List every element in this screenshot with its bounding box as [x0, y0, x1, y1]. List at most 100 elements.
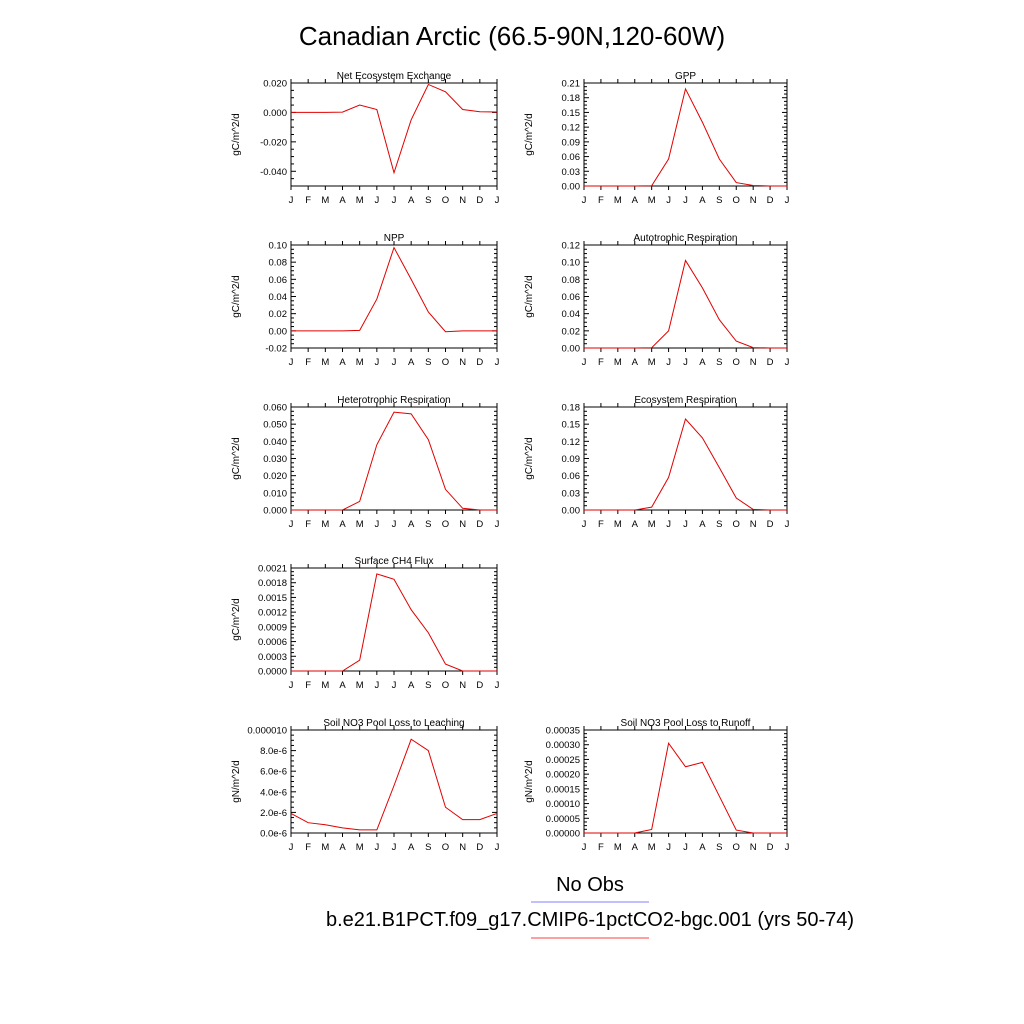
y-tick-label-soil-no3-pool-loss-to-leaching: 4.0e-6 [260, 787, 287, 798]
y-axis-label-net-ecosystem-exchange: gC/m^2/d [231, 113, 242, 156]
series-line-heterotrophic-respiration [291, 411, 497, 511]
x-tick-label-soil-no3-pool-loss-to-leaching: F [305, 842, 311, 853]
panel-gpp: GPP gC/m^2/d 0.00 0.03 0.06 0.09 0.12 0.15 0.18 0… [524, 71, 790, 206]
x-tick-label-soil-no3-pool-loss-to-runoff: N [750, 842, 757, 853]
plot-frame-heterotrophic-respiration [290, 406, 498, 511]
y-tick-label-npp: 0.00 [269, 326, 288, 337]
y-tick-label-net-ecosystem-exchange: -0.040 [260, 167, 287, 178]
plot-frame-net-ecosystem-exchange [290, 82, 498, 187]
x-tick-label-ecosystem-respiration: J [683, 519, 688, 530]
x-tick-label-soil-no3-pool-loss-to-runoff: J [666, 842, 671, 853]
x-tick-label-surface-ch4-flux: O [442, 680, 449, 691]
x-tick-label-net-ecosystem-exchange: N [459, 195, 466, 206]
y-tick-label-npp: 0.08 [269, 258, 288, 269]
x-tick-label-soil-no3-pool-loss-to-leaching: N [459, 842, 466, 853]
x-tick-label-heterotrophic-respiration: S [425, 519, 431, 530]
y-tick-label-soil-no3-pool-loss-to-runoff: 0.00005 [546, 814, 580, 825]
x-tick-label-autotrophic-respiration: F [598, 357, 604, 368]
panel-soil-no3-pool-loss-to-leaching: Soil NO3 Pool Loss to Leaching gN/m^2/d 0.… [231, 718, 500, 853]
panel-title-npp: NPP [384, 233, 405, 244]
y-tick-label-gpp: 0.06 [562, 152, 581, 163]
y-axis-label-npp: gC/m^2/d [231, 275, 242, 318]
x-tick-label-soil-no3-pool-loss-to-runoff: F [598, 842, 604, 853]
x-tick-label-surface-ch4-flux: A [339, 680, 346, 691]
x-tick-label-surface-ch4-flux: S [425, 680, 431, 691]
x-tick-label-heterotrophic-respiration: F [305, 519, 311, 530]
x-tick-label-gpp: A [699, 195, 706, 206]
y-tick-label-npp: 0.06 [269, 275, 288, 286]
series-line-ecosystem-respiration [584, 418, 787, 511]
y-tick-label-soil-no3-pool-loss-to-leaching: 2.0e-6 [260, 808, 287, 819]
y-tick-label-autotrophic-respiration: 0.10 [562, 258, 581, 269]
panel-net-ecosystem-exchange: Net Ecosystem Exchange gC/m^2/d -0.040 -0.0… [231, 71, 500, 206]
x-tick-label-gpp: S [716, 195, 722, 206]
x-tick-label-soil-no3-pool-loss-to-runoff: J [683, 842, 688, 853]
y-axis-label-heterotrophic-respiration: gC/m^2/d [231, 437, 242, 480]
series-line-soil-no3-pool-loss-to-runoff [584, 742, 787, 834]
y-tick-label-ecosystem-respiration: 0.00 [562, 506, 581, 517]
x-tick-label-autotrophic-respiration: N [750, 357, 757, 368]
panel-title-heterotrophic-respiration: Heterotrophic Respiration [337, 395, 450, 406]
x-tick-label-net-ecosystem-exchange: M [321, 195, 329, 206]
y-tick-label-soil-no3-pool-loss-to-runoff: 0.00035 [546, 726, 580, 737]
y-tick-label-ecosystem-respiration: 0.03 [562, 488, 581, 499]
x-tick-label-autotrophic-respiration: S [716, 357, 722, 368]
x-tick-label-autotrophic-respiration: A [699, 357, 706, 368]
x-tick-label-npp: M [356, 357, 364, 368]
y-axis-label-surface-ch4-flux: gC/m^2/d [231, 598, 242, 641]
x-tick-label-soil-no3-pool-loss-to-runoff: J [785, 842, 790, 853]
x-tick-label-ecosystem-respiration: N [750, 519, 757, 530]
x-tick-label-heterotrophic-respiration: M [356, 519, 364, 530]
x-tick-label-gpp: N [750, 195, 757, 206]
y-tick-label-gpp: 0.18 [562, 93, 581, 104]
x-tick-label-npp: N [459, 357, 466, 368]
x-tick-label-surface-ch4-flux: M [321, 680, 329, 691]
series-line-net-ecosystem-exchange [291, 83, 498, 175]
x-tick-label-autotrophic-respiration: M [648, 357, 656, 368]
x-tick-label-surface-ch4-flux: J [392, 680, 397, 691]
x-tick-label-heterotrophic-respiration: D [476, 519, 483, 530]
y-tick-label-autotrophic-respiration: 0.02 [562, 326, 581, 337]
figure-title: Canadian Arctic (66.5-90N,120-60W) [299, 21, 725, 51]
panel-title-soil-no3-pool-loss-to-runoff: Soil NO3 Pool Loss to Runoff [621, 718, 751, 729]
x-tick-label-ecosystem-respiration: M [614, 519, 622, 530]
x-tick-label-surface-ch4-flux: J [495, 680, 500, 691]
x-tick-label-net-ecosystem-exchange: J [374, 195, 379, 206]
x-tick-label-soil-no3-pool-loss-to-leaching: J [374, 842, 379, 853]
y-tick-label-ecosystem-respiration: 0.12 [562, 437, 581, 448]
y-tick-label-npp: 0.02 [269, 309, 288, 320]
y-tick-label-gpp: 0.21 [562, 79, 581, 90]
x-tick-label-gpp: J [785, 195, 790, 206]
y-axis-label-soil-no3-pool-loss-to-leaching: gN/m^2/d [231, 760, 242, 803]
panel-ecosystem-respiration: Ecosystem Respiration gC/m^2/d 0.00 0.03 0.0… [524, 395, 790, 530]
x-tick-label-net-ecosystem-exchange: D [476, 195, 483, 206]
series-line-gpp [584, 87, 787, 187]
x-tick-label-npp: D [476, 357, 483, 368]
x-tick-label-net-ecosystem-exchange: A [339, 195, 346, 206]
x-tick-label-autotrophic-respiration: A [632, 357, 639, 368]
x-tick-label-ecosystem-respiration: A [632, 519, 639, 530]
x-tick-label-npp: M [321, 357, 329, 368]
x-tick-label-npp: O [442, 357, 449, 368]
panel-title-surface-ch4-flux: Surface CH4 Flux [355, 556, 434, 567]
x-tick-label-heterotrophic-respiration: J [495, 519, 500, 530]
x-tick-label-gpp: A [632, 195, 639, 206]
x-tick-label-autotrophic-respiration: D [767, 357, 774, 368]
panel-title-net-ecosystem-exchange: Net Ecosystem Exchange [337, 71, 452, 82]
x-tick-label-soil-no3-pool-loss-to-runoff: A [632, 842, 639, 853]
y-tick-label-ecosystem-respiration: 0.18 [562, 403, 581, 414]
x-tick-label-gpp: O [733, 195, 740, 206]
x-tick-label-soil-no3-pool-loss-to-leaching: O [442, 842, 449, 853]
y-tick-label-soil-no3-pool-loss-to-leaching: 8.0e-6 [260, 746, 287, 757]
x-tick-label-soil-no3-pool-loss-to-leaching: D [476, 842, 483, 853]
y-tick-label-surface-ch4-flux: 0.0009 [258, 622, 287, 633]
x-tick-label-autotrophic-respiration: J [582, 357, 587, 368]
x-tick-label-soil-no3-pool-loss-to-runoff: S [716, 842, 722, 853]
x-tick-label-autotrophic-respiration: J [683, 357, 688, 368]
panel-surface-ch4-flux: Surface CH4 Flux gC/m^2/d 0.0000 0.0003 0.00… [231, 556, 500, 691]
x-tick-label-heterotrophic-respiration: O [442, 519, 449, 530]
x-tick-label-ecosystem-respiration: J [666, 519, 671, 530]
y-tick-label-npp: 0.10 [269, 241, 288, 252]
y-tick-label-surface-ch4-flux: 0.0015 [258, 593, 287, 604]
y-tick-label-ecosystem-respiration: 0.09 [562, 454, 581, 465]
